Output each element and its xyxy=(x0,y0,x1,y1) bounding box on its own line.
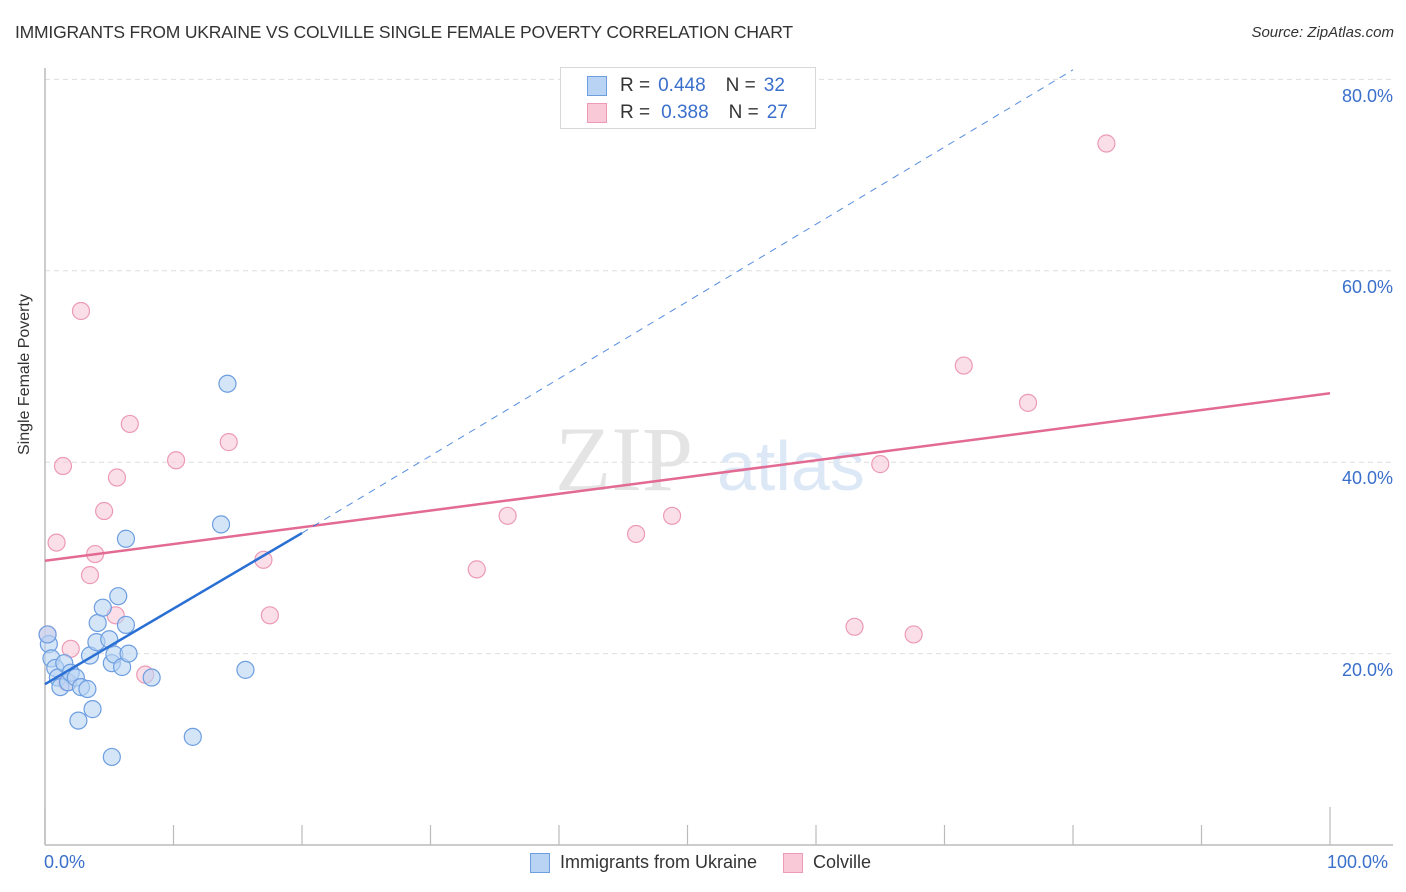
data-point[interactable] xyxy=(871,455,890,474)
y-axis-label: Single Female Poverty xyxy=(16,294,33,455)
data-point[interactable] xyxy=(120,414,139,434)
data-point[interactable] xyxy=(93,598,112,617)
ukraine-swatch-icon xyxy=(587,76,607,96)
data-point[interactable] xyxy=(904,625,923,644)
data-point[interactable] xyxy=(166,451,186,470)
data-point[interactable] xyxy=(69,711,88,730)
colville-swatch-icon xyxy=(783,852,804,873)
data-point[interactable] xyxy=(142,668,161,687)
y-tick-40: 40.0% xyxy=(1341,468,1393,488)
legend-label: Immigrants from Ukraine xyxy=(560,852,758,872)
r-value: 0.448 xyxy=(658,75,706,96)
data-point[interactable] xyxy=(88,613,107,633)
y-tick-60: 60.0% xyxy=(1341,277,1393,297)
colville-swatch-icon xyxy=(587,103,607,123)
x-tick-max: 100.0% xyxy=(1327,852,1389,872)
data-point[interactable] xyxy=(662,506,682,525)
data-point[interactable] xyxy=(102,747,121,767)
data-point[interactable] xyxy=(211,515,231,534)
data-point[interactable] xyxy=(183,727,202,746)
n-value: 27 xyxy=(766,102,788,123)
r-value: 0.388 xyxy=(661,102,709,123)
data-point[interactable] xyxy=(38,625,57,644)
data-point[interactable] xyxy=(80,566,100,585)
data-point[interactable] xyxy=(107,468,127,487)
data-point[interactable] xyxy=(109,587,128,606)
data-point[interactable] xyxy=(498,506,517,525)
ukraine-swatch-icon xyxy=(530,852,550,873)
trend-lines xyxy=(44,69,1331,686)
axes xyxy=(44,68,1393,846)
data-point[interactable] xyxy=(116,615,136,634)
data-point[interactable] xyxy=(78,679,97,699)
data-point[interactable] xyxy=(116,529,136,548)
data-point[interactable] xyxy=(260,606,279,625)
data-point[interactable] xyxy=(1097,134,1116,153)
legend-item-colville[interactable]: Colville xyxy=(783,852,871,873)
x-tick-min: 0.0% xyxy=(44,852,86,872)
data-point[interactable] xyxy=(219,433,238,452)
data-point[interactable] xyxy=(1018,393,1038,412)
chart-title: IMMIGRANTS FROM UKRAINE VS COLVILLE SING… xyxy=(15,22,793,42)
svg-text:atlas: atlas xyxy=(717,427,865,505)
n-label: N = xyxy=(728,102,759,123)
n-label: N = xyxy=(725,75,756,96)
legend-item-ukraine[interactable]: Immigrants from Ukraine xyxy=(530,852,757,873)
data-point[interactable] xyxy=(119,644,138,663)
gridlines xyxy=(45,78,1393,655)
data-point[interactable] xyxy=(47,533,66,552)
svg-text:ZIP: ZIP xyxy=(555,408,693,510)
stats-legend: R = 0.448 N = 32 R = 0.388 N = 27 xyxy=(560,67,816,129)
n-value: 32 xyxy=(763,75,785,96)
data-point[interactable] xyxy=(83,700,102,719)
legend-label: Colville xyxy=(813,852,872,872)
colville-trend-line xyxy=(44,392,1331,563)
ukraine-trend-extension xyxy=(301,69,1074,534)
watermark: ZIP atlas xyxy=(555,408,865,510)
y-tick-80: 80.0% xyxy=(1341,86,1393,106)
ukraine-trend-line xyxy=(44,531,303,686)
r-label: R = xyxy=(620,75,651,96)
data-point[interactable] xyxy=(467,560,486,579)
data-point[interactable] xyxy=(71,301,91,321)
r-label: R = xyxy=(620,102,651,123)
data-point[interactable] xyxy=(626,524,646,544)
ukraine-points xyxy=(38,374,255,767)
source-label: Source: ZipAtlas.com xyxy=(1251,24,1394,41)
series-legend: Immigrants from Ukraine Colville xyxy=(530,852,897,873)
data-point[interactable] xyxy=(95,501,114,521)
stats-row-ukraine: R = 0.448 N = 32 xyxy=(587,73,785,99)
data-point[interactable] xyxy=(218,374,237,393)
stats-row-colville: R = 0.388 N = 27 xyxy=(587,100,788,126)
data-point[interactable] xyxy=(236,660,255,679)
data-point[interactable] xyxy=(845,617,864,636)
y-tick-20: 20.0% xyxy=(1341,660,1393,680)
data-point[interactable] xyxy=(954,356,973,375)
data-point[interactable] xyxy=(53,456,73,476)
